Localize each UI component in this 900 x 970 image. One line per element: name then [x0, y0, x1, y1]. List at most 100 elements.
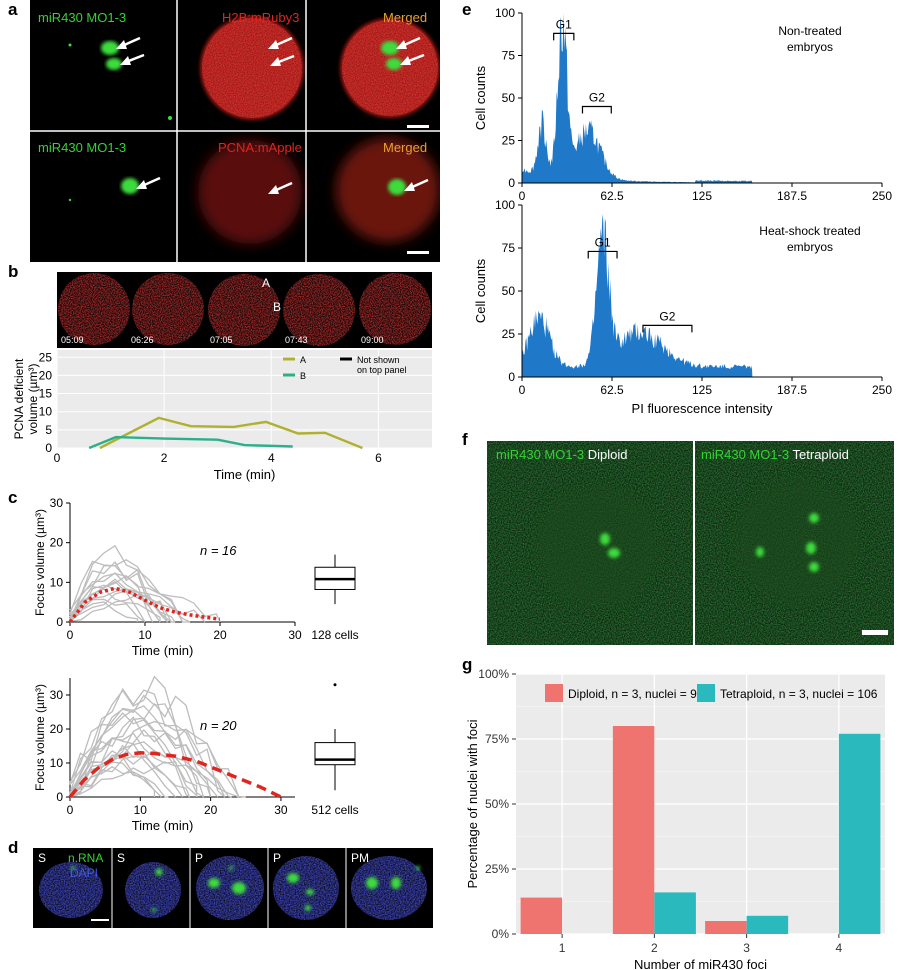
panel-d-micrographs [33, 848, 433, 928]
cell-trace [69, 729, 226, 798]
y-axis-label: Percentage of nuclei with foci [465, 719, 480, 888]
y-tick-label: 20 [39, 368, 53, 382]
y-tick-label: 5 [45, 423, 52, 437]
b-nucleus-A: A [262, 276, 271, 290]
x-tick-label: 20 [213, 628, 227, 642]
d-frame-label-5: PM [351, 851, 369, 865]
panel-letter-c: c [8, 488, 18, 507]
cell-trace [69, 705, 232, 798]
gate-label-0: G1 [595, 235, 611, 249]
cell-trace [69, 732, 198, 798]
n-annotation: n = 20 [200, 718, 237, 733]
chart-title-line1: Heat-shock treated [759, 224, 860, 238]
y-axis-label: Focus volume (µm³) [33, 684, 47, 791]
b-time-1: 06:26 [131, 335, 154, 345]
bar-salmon-1 [520, 897, 563, 934]
a-row1-label-1: miR430 MO1-3 [38, 10, 127, 25]
cell-trace [69, 675, 226, 798]
box-outlier [333, 683, 337, 687]
legend-label-2-line2: on top panel [357, 365, 407, 375]
cell-trace [69, 544, 184, 623]
gate-bracket-0 [553, 32, 575, 41]
a-row2-label-2: PCNA:mApple [218, 140, 302, 155]
f-left-label-ploidy: Diploid [587, 447, 628, 462]
a-row2-label-1: miR430 MO1-3 [38, 140, 127, 155]
x-tick-label: 187.5 [777, 189, 807, 203]
x-tick-label: 6 [375, 451, 382, 465]
cell-trace [69, 687, 212, 798]
y-tick-label: 100% [478, 667, 509, 681]
a-row2-green [68, 178, 139, 202]
legend-label-1: B [300, 371, 306, 381]
cell-trace [69, 720, 246, 798]
gate-bracket-1 [642, 324, 693, 333]
x-tick-label: 10 [138, 628, 152, 642]
b-time-3: 07:43 [285, 335, 308, 345]
panel-c-bottom-chart: 0 10 20 30 0 10 20 30 n = 20 512 cells Time (min) F… [33, 675, 359, 833]
cell-trace [69, 578, 161, 623]
x-tick-label: 0 [67, 803, 74, 817]
x-tick-label: 4 [268, 451, 275, 465]
d-frame-label-2: S [117, 851, 126, 865]
x-tick-label: 187.5 [777, 383, 807, 397]
y-axis-label: Focus volume (µm³) [33, 509, 47, 616]
y-axis-label-line2: volume (µm³) [26, 364, 40, 435]
x-tick-label: 0 [519, 189, 526, 203]
bar-salmon-3 [705, 921, 747, 934]
panel-g-chart: 0% 25% 50% 75% 100% 1 2 3 4 Diploid, n = 3, nucle… [465, 667, 885, 970]
panel-b-timelapse [57, 272, 432, 348]
d-frame-label-1: S [38, 851, 47, 865]
a-row2-label-3: Merged [383, 140, 428, 155]
a-arrows [116, 36, 429, 194]
b-nucleus-B: B [273, 300, 282, 314]
x-tick-label: 62.5 [600, 189, 624, 203]
a-row2-red-nucleus [198, 140, 302, 244]
cell-trace [69, 749, 219, 798]
series-line-1 [88, 435, 293, 450]
a-row2-merged [336, 138, 440, 254]
gate-label-1: G2 [659, 309, 675, 323]
cell-trace [69, 741, 204, 798]
f-right-label: miR430 MO1-3 Tetraploid [701, 447, 849, 462]
chart-title: Non-treated embryos [778, 24, 841, 54]
panel-letter-f: f [462, 430, 468, 449]
cell-trace [69, 593, 191, 623]
cell-trace [69, 574, 221, 623]
y-tick-label: 100 [495, 6, 515, 20]
y-axis-label: Cell counts [473, 258, 488, 323]
plot-background [57, 350, 432, 448]
cell-trace [69, 560, 175, 623]
x-tick-label: 250 [872, 383, 892, 397]
y-tick-label: 20 [50, 536, 64, 550]
x-axis-label: Number of miR430 foci [634, 957, 767, 970]
y-tick-label: 0 [508, 176, 515, 190]
y-tick-label: 75% [485, 732, 509, 746]
n-annotation: n = 16 [200, 543, 237, 558]
x-tick-label: 30 [288, 628, 302, 642]
cell-trace [69, 601, 139, 623]
legend-swatch-1 [697, 684, 715, 702]
histogram-area [522, 13, 753, 183]
bar-cyan-4 [838, 733, 881, 934]
y-tick-label: 75 [502, 49, 516, 63]
panel-f-micrographs [487, 441, 894, 645]
f-right-label-ploidy: Tetraploid [792, 447, 849, 462]
y-tick-label: 75 [502, 241, 516, 255]
x-tick-label: 20 [204, 803, 218, 817]
scale-bar [91, 919, 109, 921]
y-tick-label: 0 [56, 790, 63, 804]
a-row1-red-nucleus [200, 16, 304, 120]
f-left-label-probe: miR430 MO1-3 [496, 447, 585, 462]
x-tick-label: 125 [692, 383, 712, 397]
gate-label-1: G2 [589, 91, 605, 105]
cell-trace [69, 572, 175, 623]
x-tick-label: 2 [651, 941, 658, 955]
chart-title-line1: Non-treated [778, 24, 841, 38]
y-tick-label: 30 [50, 688, 64, 702]
legend-label-1: Tetraploid, n = 3, nuclei = 106 [720, 687, 878, 701]
d-frame-label-3: P [195, 851, 204, 865]
x-tick-label: 30 [274, 803, 288, 817]
panel-letter-g: g [462, 655, 473, 674]
panel-letter-a: a [8, 0, 18, 19]
b-time-0: 05:09 [61, 335, 84, 345]
